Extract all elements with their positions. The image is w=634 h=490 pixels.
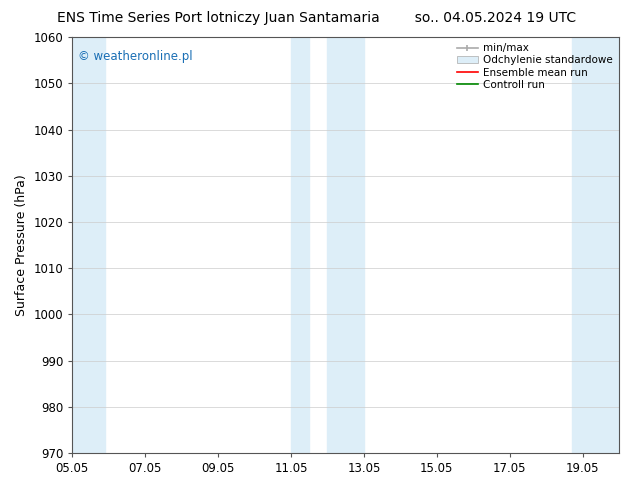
Bar [327,37,364,453]
Bar [572,37,623,453]
Text: © weatheronline.pl: © weatheronline.pl [78,49,193,63]
Y-axis label: Surface Pressure (hPa): Surface Pressure (hPa) [15,174,28,316]
Bar [291,37,309,453]
Bar [68,37,105,453]
Text: ENS Time Series Port lotniczy Juan Santamaria        so.. 04.05.2024 19 UTC: ENS Time Series Port lotniczy Juan Santa… [58,11,576,25]
Legend: min/max, Odchylenie standardowe, Ensemble mean run, Controll run: min/max, Odchylenie standardowe, Ensembl… [454,40,616,93]
